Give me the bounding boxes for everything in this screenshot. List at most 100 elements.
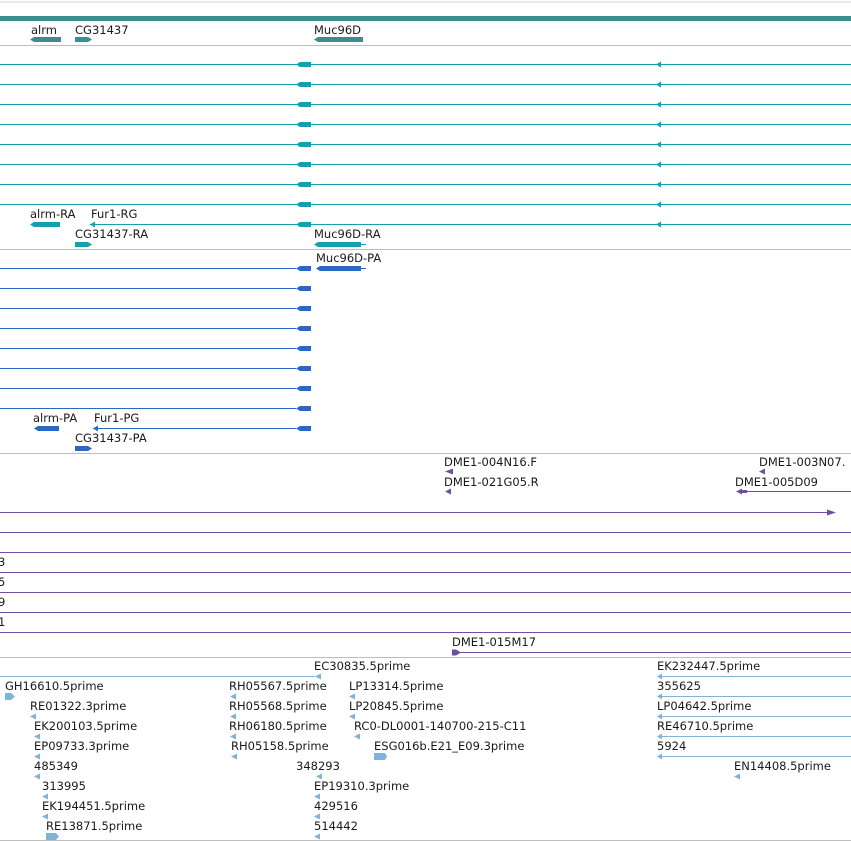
gene-label[interactable]: CG31437 bbox=[75, 23, 129, 37]
est-label[interactable]: 348293 bbox=[296, 759, 340, 773]
gene-feature[interactable] bbox=[314, 37, 363, 42]
est-label[interactable]: EC30835.5prime bbox=[314, 659, 410, 673]
est-feature[interactable] bbox=[374, 753, 380, 760]
protein-label[interactable]: Fur1-PG bbox=[94, 411, 139, 425]
est-label[interactable]: RH05567.5prime bbox=[229, 679, 327, 693]
est-feature[interactable] bbox=[314, 833, 320, 840]
est-feature[interactable] bbox=[380, 753, 387, 760]
est-label[interactable]: LP20845.5prime bbox=[349, 699, 443, 713]
est-label[interactable]: EK194451.5prime bbox=[42, 799, 145, 813]
est-feature[interactable] bbox=[230, 693, 236, 700]
est-label[interactable]: EK200103.5prime bbox=[34, 719, 137, 733]
clone-label[interactable]: DME1-003N07. bbox=[759, 455, 845, 469]
est-label[interactable]: 514442 bbox=[314, 819, 358, 833]
clone-feature[interactable] bbox=[452, 649, 851, 656]
est-feature[interactable] bbox=[231, 753, 237, 760]
est-label[interactable]: RE01322.3prime bbox=[30, 699, 126, 713]
protein-row[interactable] bbox=[0, 306, 311, 311]
transcript-feature[interactable] bbox=[30, 222, 60, 227]
clone-label[interactable]: DME1-004N16.F bbox=[444, 455, 537, 469]
est-label[interactable]: EP19310.3prime bbox=[314, 779, 409, 793]
est-feature[interactable] bbox=[349, 713, 355, 720]
transcript-row[interactable] bbox=[0, 181, 851, 188]
est-label[interactable]: 5924 bbox=[657, 739, 686, 753]
transcript-row[interactable] bbox=[0, 161, 851, 168]
est-feature[interactable] bbox=[657, 753, 851, 760]
est-feature[interactable] bbox=[42, 813, 48, 820]
protein-row[interactable] bbox=[93, 425, 311, 432]
protein-row[interactable] bbox=[0, 346, 311, 351]
est-label[interactable]: RH05568.5prime bbox=[229, 699, 327, 713]
protein-row[interactable] bbox=[0, 386, 311, 391]
est-feature[interactable] bbox=[34, 733, 40, 740]
protein-row[interactable] bbox=[0, 406, 311, 411]
protein-row[interactable] bbox=[0, 286, 311, 291]
clone-label[interactable]: DME1-005D09 bbox=[735, 475, 818, 489]
transcript-row[interactable] bbox=[0, 81, 851, 88]
protein-label[interactable]: Muc96D-PA bbox=[316, 251, 381, 265]
protein-label[interactable]: CG31437-PA bbox=[75, 431, 147, 445]
protein-feature[interactable] bbox=[75, 446, 92, 451]
est-label[interactable]: ESG016b.E21_E09.3prime bbox=[374, 739, 524, 753]
est-label[interactable]: 313995 bbox=[42, 779, 86, 793]
est-label[interactable]: LP13314.5prime bbox=[349, 679, 443, 693]
gene-feature[interactable] bbox=[30, 37, 61, 42]
protein-row[interactable] bbox=[0, 366, 311, 371]
transcript-row[interactable] bbox=[90, 221, 851, 228]
protein-row[interactable] bbox=[0, 266, 366, 271]
est-feature[interactable] bbox=[734, 773, 740, 780]
gene-feature[interactable] bbox=[75, 37, 92, 42]
est-feature[interactable] bbox=[5, 693, 15, 700]
est-label[interactable]: 429516 bbox=[314, 799, 358, 813]
clone-label[interactable]: 3 bbox=[0, 555, 5, 569]
protein-label[interactable]: alrm-PA bbox=[33, 411, 77, 425]
clone-label[interactable]: DME1-015M17 bbox=[452, 635, 536, 649]
transcript-label[interactable]: Fur1-RG bbox=[91, 207, 137, 221]
protein-row[interactable] bbox=[0, 326, 311, 331]
transcript-row[interactable] bbox=[0, 101, 851, 108]
est-feature[interactable] bbox=[354, 733, 360, 740]
est-feature[interactable] bbox=[42, 793, 48, 800]
est-feature[interactable] bbox=[34, 753, 40, 760]
clone-label[interactable]: DME1-021G05.R bbox=[444, 475, 539, 489]
transcript-row[interactable] bbox=[0, 201, 851, 208]
clone-feature[interactable] bbox=[736, 488, 851, 495]
transcript-label[interactable]: CG31437-RA bbox=[75, 227, 148, 241]
est-feature[interactable] bbox=[314, 793, 320, 800]
clone-label[interactable]: 1 bbox=[0, 615, 5, 629]
est-feature[interactable] bbox=[230, 713, 236, 720]
est-feature[interactable] bbox=[316, 773, 322, 780]
est-feature[interactable] bbox=[315, 673, 321, 680]
est-label[interactable]: RH05158.5prime bbox=[231, 739, 329, 753]
clone-label[interactable]: 5 bbox=[0, 575, 5, 589]
transcript-row[interactable] bbox=[0, 141, 851, 148]
transcript-row[interactable] bbox=[0, 121, 851, 128]
est-label[interactable]: 355625 bbox=[657, 679, 701, 693]
transcript-label[interactable]: Muc96D-RA bbox=[314, 227, 381, 241]
est-feature[interactable] bbox=[657, 713, 851, 720]
clone-label[interactable]: 9 bbox=[0, 595, 5, 609]
est-feature[interactable] bbox=[657, 673, 851, 680]
transcript-label[interactable]: alrm-RA bbox=[30, 207, 76, 221]
est-label[interactable]: EP09733.3prime bbox=[34, 739, 129, 753]
est-label[interactable]: RH06180.5prime bbox=[229, 719, 327, 733]
est-label[interactable]: RE46710.5prime bbox=[657, 719, 753, 733]
est-feature[interactable] bbox=[30, 713, 36, 720]
clone-feature[interactable] bbox=[759, 468, 765, 475]
transcript-feature[interactable] bbox=[75, 242, 92, 247]
est-feature[interactable] bbox=[657, 733, 851, 740]
est-feature[interactable] bbox=[657, 693, 851, 700]
est-label[interactable]: RC0-DL0001-140700-215-C11 bbox=[354, 719, 526, 733]
est-feature[interactable] bbox=[34, 773, 40, 780]
est-label[interactable]: EK232447.5prime bbox=[657, 659, 760, 673]
transcript-feature[interactable] bbox=[314, 242, 361, 247]
est-feature[interactable] bbox=[349, 693, 355, 700]
gene-label[interactable]: alrm bbox=[31, 23, 57, 37]
est-feature[interactable] bbox=[314, 813, 320, 820]
est-label[interactable]: RE13871.5prime bbox=[46, 819, 142, 833]
clone-feature[interactable] bbox=[445, 468, 453, 475]
gene-label[interactable]: Muc96D bbox=[314, 23, 361, 37]
transcript-row[interactable] bbox=[0, 61, 851, 68]
est-label[interactable]: 485349 bbox=[34, 759, 78, 773]
est-feature[interactable] bbox=[46, 833, 59, 840]
